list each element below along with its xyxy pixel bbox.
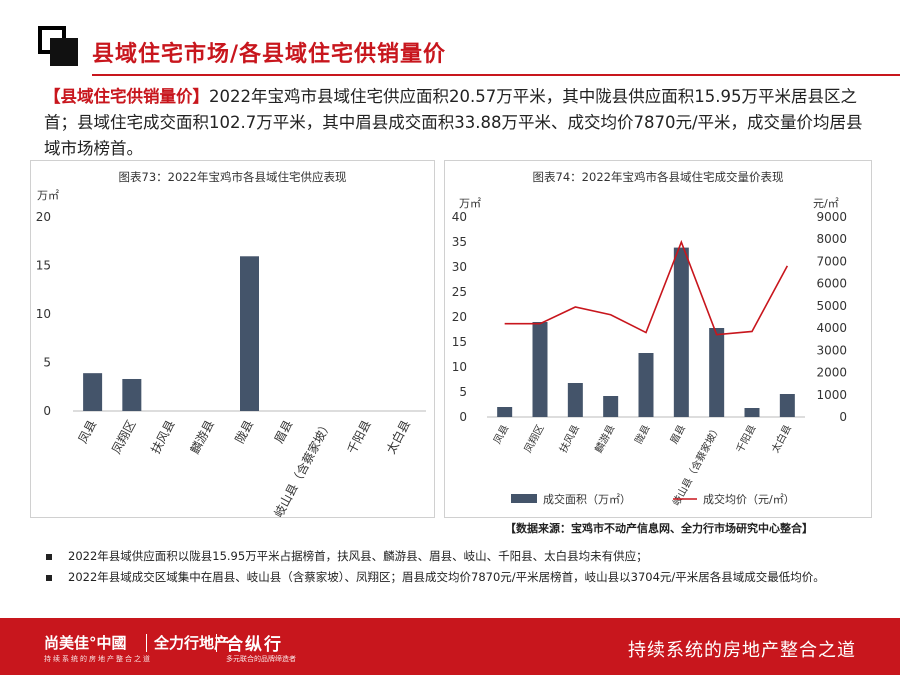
chart74-y-left-tick-label: 25 [452,285,467,299]
footer-slogan: 持续系统的房地产整合之道 [628,640,856,661]
bullet-item: 2022年县域供应面积以陇县15.95万平米占据榜首，扶风县、麟游县、眉县、岐山… [44,548,864,565]
chart74-x-tick-label: 千阳县 [734,423,759,455]
chart73-title: 图表73：2022年宝鸡市各县域住宅供应表现 [118,170,347,184]
chart74-bar [603,396,619,417]
chart74-y-right-tick-label: 5000 [816,299,847,313]
chart74-bar [709,328,725,417]
chart74-y-right-tick-label: 0 [839,410,847,424]
footer-logo-shangmeijia-sub: 持续系统的房地产整合之道 [44,655,152,663]
intro-text: 2022年宝鸡市县域住宅供应面积20.57万平米，其中陇县供应面积15.95万平… [44,87,863,158]
bullet-item: 2022年县域成交区域集中在眉县、岐山县（含蔡家坡）、凤翔区；眉县成交均价787… [44,569,864,586]
footer-divider [146,634,147,652]
chart74-y-right-tick-label: 8000 [816,232,847,246]
chart74-bar [673,247,689,417]
bullet-list: 2022年县域供应面积以陇县15.95万平米占据榜首，扶风县、麟游县、眉县、岐山… [44,548,864,590]
chart74-legend-bar-label: 成交面积（万㎡） [543,492,631,506]
chart73-bar [83,373,103,411]
chart74-y-right-tick-label: 1000 [816,388,847,402]
chart73-bar [240,256,259,411]
chart74-x-tick-label: 太白县 [768,422,794,455]
chart74-bar [532,322,548,417]
chart74-y-left-tick-label: 10 [452,360,467,374]
chart74-bar [497,407,513,417]
footer-logo-quanlixing: 全力行地产 [154,634,230,652]
footer-logo-hezongxing-sub: 多元联合的品牌缔造者 [226,655,296,663]
chart74-y-right-tick-label: 2000 [816,366,847,380]
chart74-y-left-tick-label: 15 [452,335,467,349]
chart73-x-tick-label: 凤县 [76,418,100,446]
chart74-y-left-tick-label: 0 [459,410,467,424]
chart73-y-tick-label: 20 [36,210,51,224]
chart74-x-tick-label: 眉县 [668,423,688,446]
chart73-y-tick-label: 0 [43,404,51,418]
chart74-y-right-tick-label: 9000 [816,210,847,224]
chart74-legend-bar-swatch [511,494,537,503]
footer-logo-hezongxing: 合纵行 [226,635,283,655]
chart74-y-left-tick-label: 35 [452,235,467,249]
footer-bar: 尚美佳°中國 持续系统的房地产整合之道 全力行地产 合纵行 多元联合的品牌缔造者… [0,618,900,675]
chart74-y-right-tick-label: 3000 [816,343,847,357]
chart74-y-right-tick-label: 6000 [816,277,847,291]
chart73-x-tick-label: 陇县 [232,417,257,445]
chart74-y-left-tick-label: 40 [452,210,467,224]
chart73-bar [122,378,142,411]
chart74-x-tick-label: 麟游县 [592,422,618,455]
chart73-x-tick-label: 扶风县 [148,417,178,456]
chart73-y-axis-label: 万㎡ [37,189,59,202]
intro-tag: 【县域住宅供销量价】 [44,87,209,106]
header-divider [92,74,900,76]
chart74-title: 图表74：2022年宝鸡市各县域住宅成交量价表现 [532,170,784,184]
chart74-bar [744,408,760,417]
chart73-x-tick-label: 眉县 [272,418,296,446]
footer-logo-shangmeijia: 尚美佳°中國 [44,634,127,652]
chart74-y-left-tick-label: 30 [452,260,467,274]
chart74-y-left-tick-label: 5 [459,385,467,399]
chart74-svg: 万㎡ 元/㎡ 0 5 10 15 20 25 30 35 40 0 1000 2000 3000 4000 50… [452,197,847,508]
chart73-y-tick-label: 10 [36,307,51,321]
chart74-bar [567,383,583,417]
page-title: 县域住宅市场/各县域住宅供销量价 [92,42,447,67]
chart74-x-tick-label: 陇县 [632,422,653,446]
chart74-x-tick-label: 凤翔区 [521,422,547,455]
header-logo-square-fill [50,38,78,66]
data-source: 【数据来源：宝鸡市不动产信息网、全力行市场研究中心整合】 [505,522,813,535]
chart73-x-tick-label: 凤翔区 [109,418,138,456]
chart73-x-tick-label: 麟游县 [187,417,217,456]
chart74-price-line [504,239,789,336]
chart73-y-tick-label: 15 [36,259,51,273]
chart73-x-tick-label: 太白县 [383,417,413,456]
intro-paragraph: 【县域住宅供销量价】2022年宝鸡市县域住宅供应面积20.57万平米，其中陇县供… [44,84,864,162]
chart73-panel: 图表73：2022年宝鸡市各县域住宅供应表现 万㎡ 0 5 10 15 20 凤县 凤翔区 扶风… [30,160,435,519]
chart74-y-right-label: 元/㎡ [813,197,839,210]
chart74-legend-line-label: 成交均价（元/㎡） [703,492,795,506]
chart74-x-tick-label: 凤县 [491,423,511,446]
chart74-y-left-tick-label: 20 [452,310,467,324]
chart74-bar [638,353,654,417]
chart74-y-right-tick-label: 4000 [816,321,847,335]
chart74-y-left-label: 万㎡ [459,197,481,210]
chart74-x-tick-label: 扶风县 [556,422,582,455]
chart74-panel: 图表74：2022年宝鸡市各县域住宅成交量价表现 万㎡ 元/㎡ 0 5 10 15 20 25… [444,160,872,518]
chart73-x-tick-label: 千阳县 [345,418,374,456]
footer-divider [216,634,217,652]
chart74-bar [779,394,795,417]
chart73-y-tick-label: 5 [43,356,51,370]
chart74-y-right-tick-label: 7000 [816,254,847,268]
